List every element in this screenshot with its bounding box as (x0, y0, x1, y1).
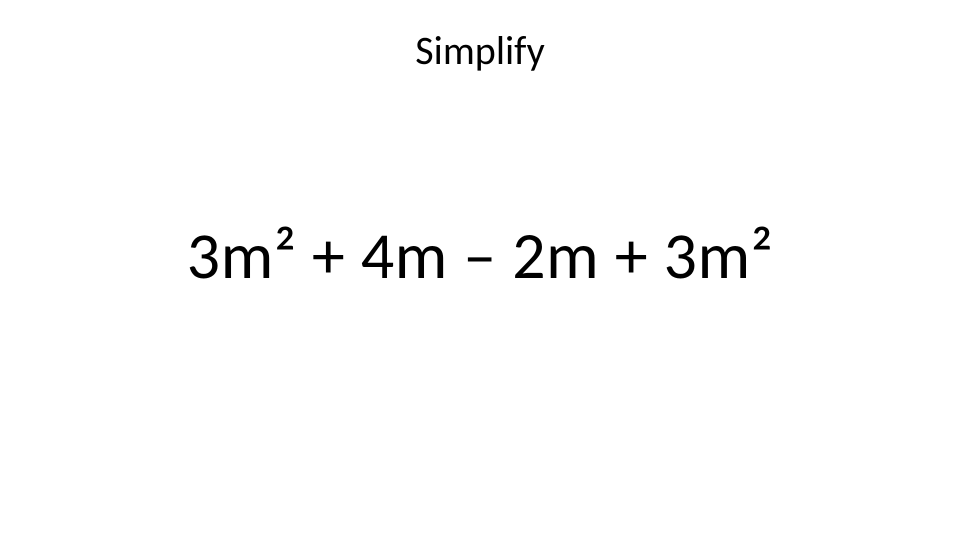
math-expression: 3m² + 4m – 2m + 3m² (0, 215, 960, 296)
slide-title: Simplify (0, 26, 960, 75)
